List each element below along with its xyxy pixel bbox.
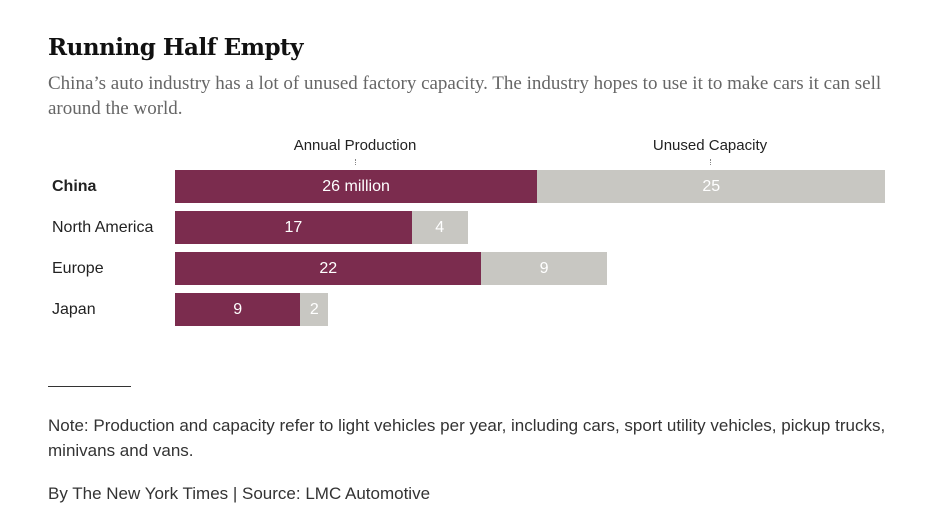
bar-production: 17 xyxy=(175,211,412,244)
category-label: China xyxy=(52,178,97,195)
data-label: 17 xyxy=(284,218,303,236)
credit: By The New York Times | Source: LMC Auto… xyxy=(48,484,431,503)
data-label: 25 xyxy=(702,177,721,195)
bar-unused-capacity: 25 xyxy=(537,170,886,203)
bar-unused-capacity: 9 xyxy=(481,252,607,285)
category-label: Europe xyxy=(52,260,104,277)
column-header-unused: Unused Capacity xyxy=(652,137,768,154)
divider xyxy=(48,386,131,387)
bar-unused-capacity: 4 xyxy=(411,211,468,244)
column-header-production: Annual Production xyxy=(293,137,417,154)
note: Note: Production and capacity refer to l… xyxy=(48,416,886,460)
data-label: 26 million xyxy=(322,177,390,195)
column-header-tick xyxy=(710,159,712,165)
data-label: 9 xyxy=(539,259,549,277)
data-label: 22 xyxy=(319,259,338,277)
bar-production: 26 million xyxy=(175,170,538,203)
data-label: 4 xyxy=(435,218,445,236)
data-label: 9 xyxy=(233,300,243,318)
category-label: Japan xyxy=(52,301,96,318)
data-label: 2 xyxy=(309,300,319,318)
bar-production: 9 xyxy=(175,293,301,326)
bar-unused-capacity: 2 xyxy=(300,293,329,326)
chart-subtitle: China’s auto industry has a lot of unuse… xyxy=(48,73,882,119)
column-header-tick xyxy=(355,159,357,165)
bar-production: 22 xyxy=(175,252,482,285)
chart-title: Running Half Empty xyxy=(48,34,304,61)
category-label: North America xyxy=(52,219,154,236)
